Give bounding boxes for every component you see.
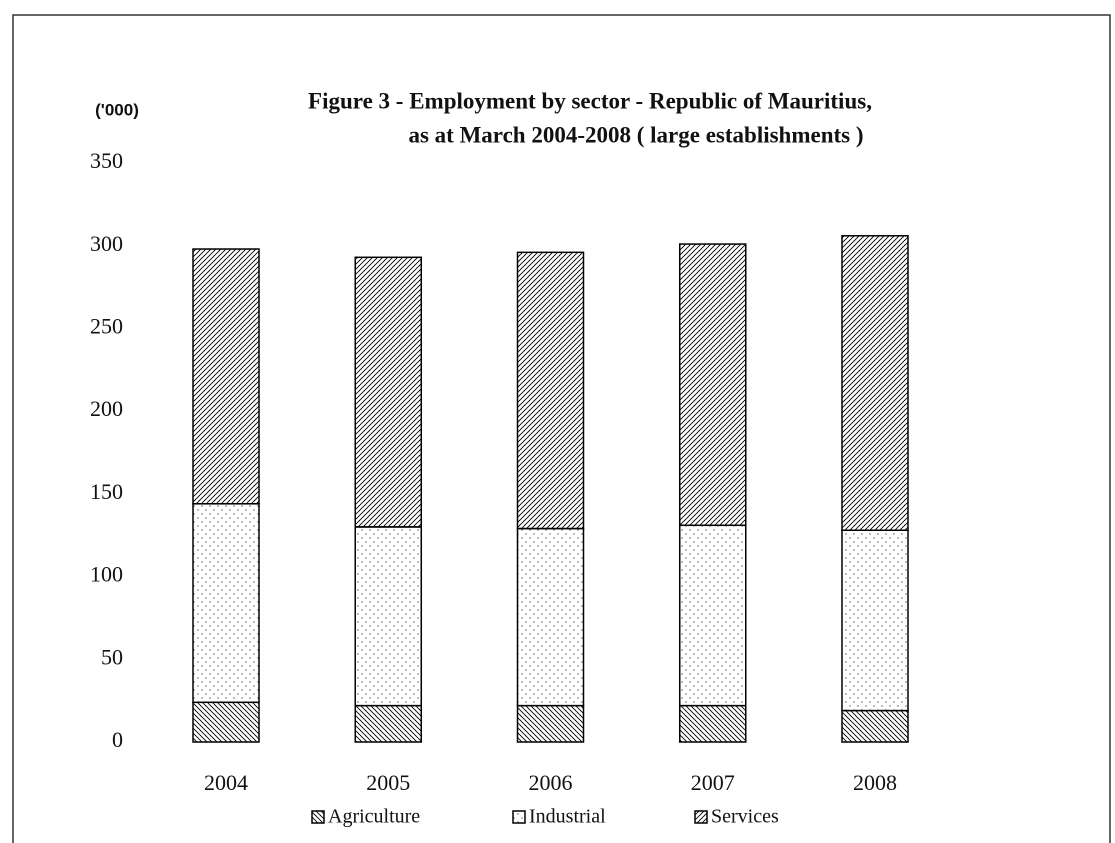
x-tick-label: 2007 — [691, 770, 735, 795]
x-tick-label: 2005 — [366, 770, 410, 795]
bar-segment — [516, 251, 585, 530]
bar-segment — [679, 524, 747, 707]
bar-segment — [354, 704, 422, 743]
bar-segment — [841, 235, 909, 532]
y-tick-label: 0 — [112, 727, 123, 752]
bar-segment — [192, 701, 260, 743]
legend-swatch — [512, 810, 526, 824]
bar-segment — [841, 709, 909, 743]
legend-swatch — [694, 810, 708, 824]
y-tick-label: 300 — [90, 231, 123, 256]
chart-title: Figure 3 - Employment by sector - Republ… — [308, 88, 872, 113]
x-tick-label: 2004 — [204, 770, 248, 795]
frame — [12, 14, 1111, 843]
y-axis-label: ('000) — [95, 100, 139, 119]
bar-segment — [354, 256, 422, 528]
legend-swatch — [311, 810, 325, 824]
bar-segment — [354, 526, 422, 707]
bar-segment — [841, 529, 909, 712]
bar-segment — [516, 704, 585, 743]
legend-label: Industrial — [529, 806, 606, 828]
bar-segment — [192, 503, 260, 704]
y-tick-label: 250 — [90, 313, 123, 338]
y-tick-label: 50 — [101, 644, 123, 669]
y-tick-label: 150 — [90, 479, 123, 504]
y-tick-label: 100 — [90, 562, 123, 587]
x-tick-label: 2008 — [853, 770, 897, 795]
x-tick-label: 2006 — [529, 770, 573, 795]
y-tick-label: 350 — [90, 148, 123, 173]
legend-label: Agriculture — [328, 806, 420, 828]
bar-segment — [192, 248, 260, 505]
chart-subtitle: as at March 2004-2008 ( large establishm… — [408, 122, 863, 147]
bar-segment — [679, 243, 747, 527]
bar-segment — [516, 527, 585, 707]
legend-label: Services — [711, 806, 779, 828]
bar-segment — [679, 704, 747, 743]
y-tick-label: 200 — [90, 396, 123, 421]
